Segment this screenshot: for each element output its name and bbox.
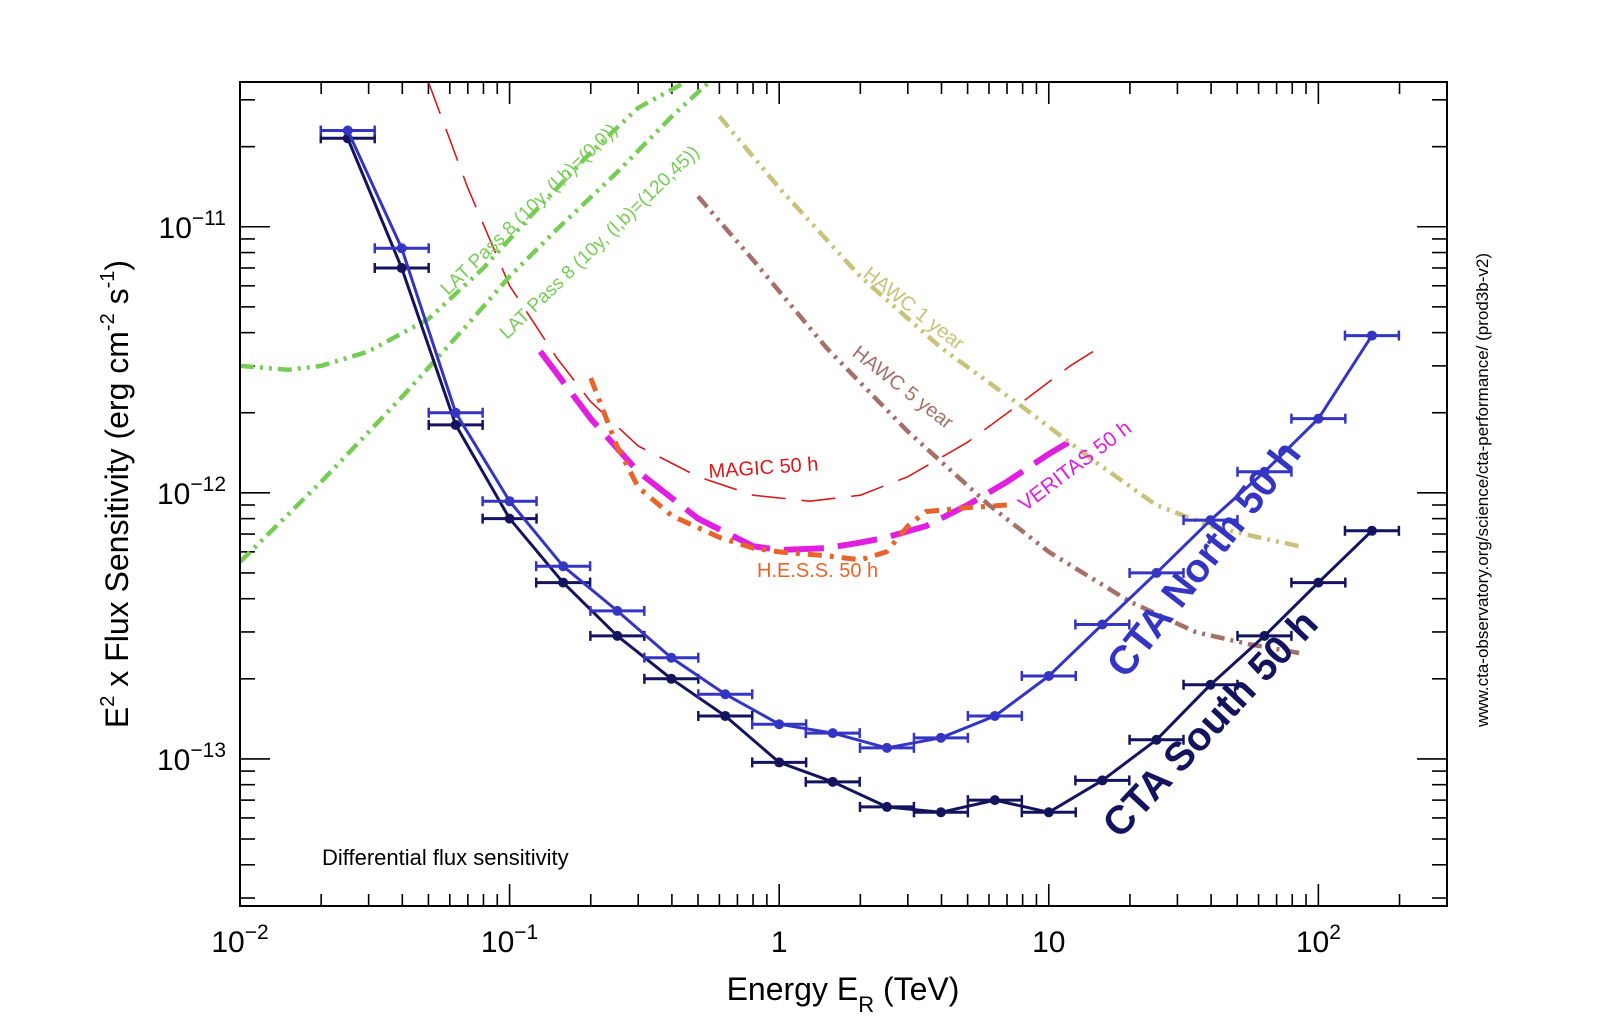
x-tick-label: 10	[1032, 926, 1065, 959]
data-point	[504, 496, 515, 507]
data-point	[1205, 515, 1216, 526]
x-tick-base: 10	[1032, 926, 1065, 959]
x-tick-exp: −2	[245, 921, 269, 944]
credit-text: www.cta-observatory.org/science/cta-perf…	[1473, 253, 1492, 728]
series-line-h-e-s-s-50-h	[588, 377, 1008, 563]
data-point	[881, 801, 892, 812]
data-point	[558, 577, 569, 588]
y-tick-exp: −12	[190, 473, 226, 496]
data-point	[666, 673, 677, 684]
data-point	[612, 605, 623, 616]
data-point	[666, 652, 677, 663]
data-point	[450, 407, 461, 418]
x-tick-label: 10−1	[481, 921, 538, 959]
data-point	[612, 630, 623, 641]
y-title-sup2: -2	[97, 313, 119, 331]
data-point	[774, 757, 785, 768]
series-line-hawc-1-year	[717, 114, 1300, 549]
data-point	[1366, 525, 1377, 536]
data-point	[1259, 630, 1270, 641]
plot-frame	[239, 81, 1448, 907]
data-point	[1151, 567, 1162, 578]
x-tick-base: 10	[211, 926, 244, 959]
data-point	[396, 243, 407, 254]
x-axis-title-main: Energy E	[727, 971, 859, 1007]
data-point	[1097, 775, 1108, 786]
series-line-cta-north-50-h	[346, 129, 1374, 750]
data-point	[1151, 734, 1162, 745]
x-axis-title-sub: R	[858, 992, 874, 1017]
y-title-sup3: -1	[97, 271, 119, 289]
data-point	[935, 732, 946, 743]
y-tick-base: 10	[159, 212, 192, 245]
axis-ticks	[239, 82, 1448, 906]
series-line-hawc-5-year	[696, 194, 1300, 656]
data-point	[1205, 679, 1216, 690]
data-point	[827, 728, 838, 739]
y-tick-label: 10−11	[159, 207, 226, 245]
y-tick-label: 10−13	[157, 739, 226, 777]
y-title-pre: E	[99, 707, 135, 728]
data-point	[774, 719, 785, 730]
label-hess: H.E.S.S. 50 h	[757, 560, 878, 582]
data-point	[1366, 330, 1377, 341]
series-line-cta-south-50-h	[346, 137, 1373, 814]
data-point	[1043, 670, 1054, 681]
data-point	[989, 795, 1000, 806]
y-tick-base: 10	[157, 478, 190, 511]
x-tick-labels: 10−2 10−1 1 10 102	[211, 921, 1341, 959]
x-axis-title: Energy ER (TeV)	[727, 971, 960, 1017]
data-point	[1097, 619, 1108, 630]
y-title-post: )	[99, 260, 135, 271]
data-point	[720, 710, 731, 721]
x-tick-label: 10−2	[211, 921, 268, 959]
data-point	[1313, 577, 1324, 588]
x-tick-label: 1	[771, 926, 788, 959]
series-line-lat-pass-8-10y-l-b-0-0	[240, 82, 687, 373]
x-tick-base: 1	[771, 926, 788, 959]
x-tick-exp: −1	[514, 921, 538, 944]
y-tick-exp: −11	[192, 207, 226, 230]
data-point	[989, 710, 1000, 721]
x-axis-title-unit: (TeV)	[874, 971, 959, 1007]
curves	[240, 82, 1300, 656]
data-point	[935, 807, 946, 818]
data-point	[450, 419, 461, 430]
x-tick-base: 10	[481, 926, 514, 959]
data-point	[1259, 466, 1270, 477]
y-tick-label: 10−12	[157, 473, 226, 511]
data-point	[558, 561, 569, 572]
series-line-veritas-50-h	[537, 349, 1077, 553]
annotation-differential: Differential flux sensitivity	[322, 845, 569, 870]
x-tick-exp: 2	[1329, 921, 1341, 944]
data-point	[342, 125, 353, 136]
data-point	[720, 689, 731, 700]
x-tick-base: 10	[1296, 926, 1329, 959]
data-point	[1313, 413, 1324, 424]
y-tick-exp: −13	[190, 739, 226, 762]
series-line-magic-50-h	[427, 82, 1105, 503]
data-point	[1043, 807, 1054, 818]
y-tick-base: 10	[157, 744, 190, 777]
series-line-lat-pass-8-10y-l-b-120-45	[240, 82, 711, 564]
data-point	[396, 262, 407, 273]
y-title-mid: x Flux Sensitivity (erg cm	[99, 331, 135, 696]
y-title-mid2: s	[99, 288, 135, 313]
data-point	[827, 776, 838, 787]
cta-series	[319, 125, 1401, 818]
data-point	[881, 742, 892, 753]
y-axis-title: E2 x Flux Sensitivity (erg cm-2 s-1)	[97, 260, 135, 728]
data-point	[504, 513, 515, 524]
x-tick-label: 102	[1296, 921, 1341, 959]
y-title-sup1: 2	[97, 696, 119, 707]
